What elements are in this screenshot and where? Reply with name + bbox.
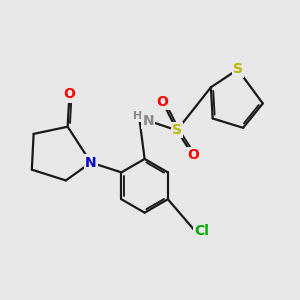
- Text: N: N: [85, 155, 97, 170]
- Text: N: N: [142, 114, 154, 128]
- Text: H: H: [133, 111, 142, 121]
- Text: O: O: [187, 148, 199, 162]
- Text: S: S: [233, 62, 243, 76]
- Text: S: S: [172, 123, 182, 137]
- Text: O: O: [64, 88, 75, 101]
- Text: O: O: [157, 95, 169, 109]
- Text: Cl: Cl: [194, 224, 209, 238]
